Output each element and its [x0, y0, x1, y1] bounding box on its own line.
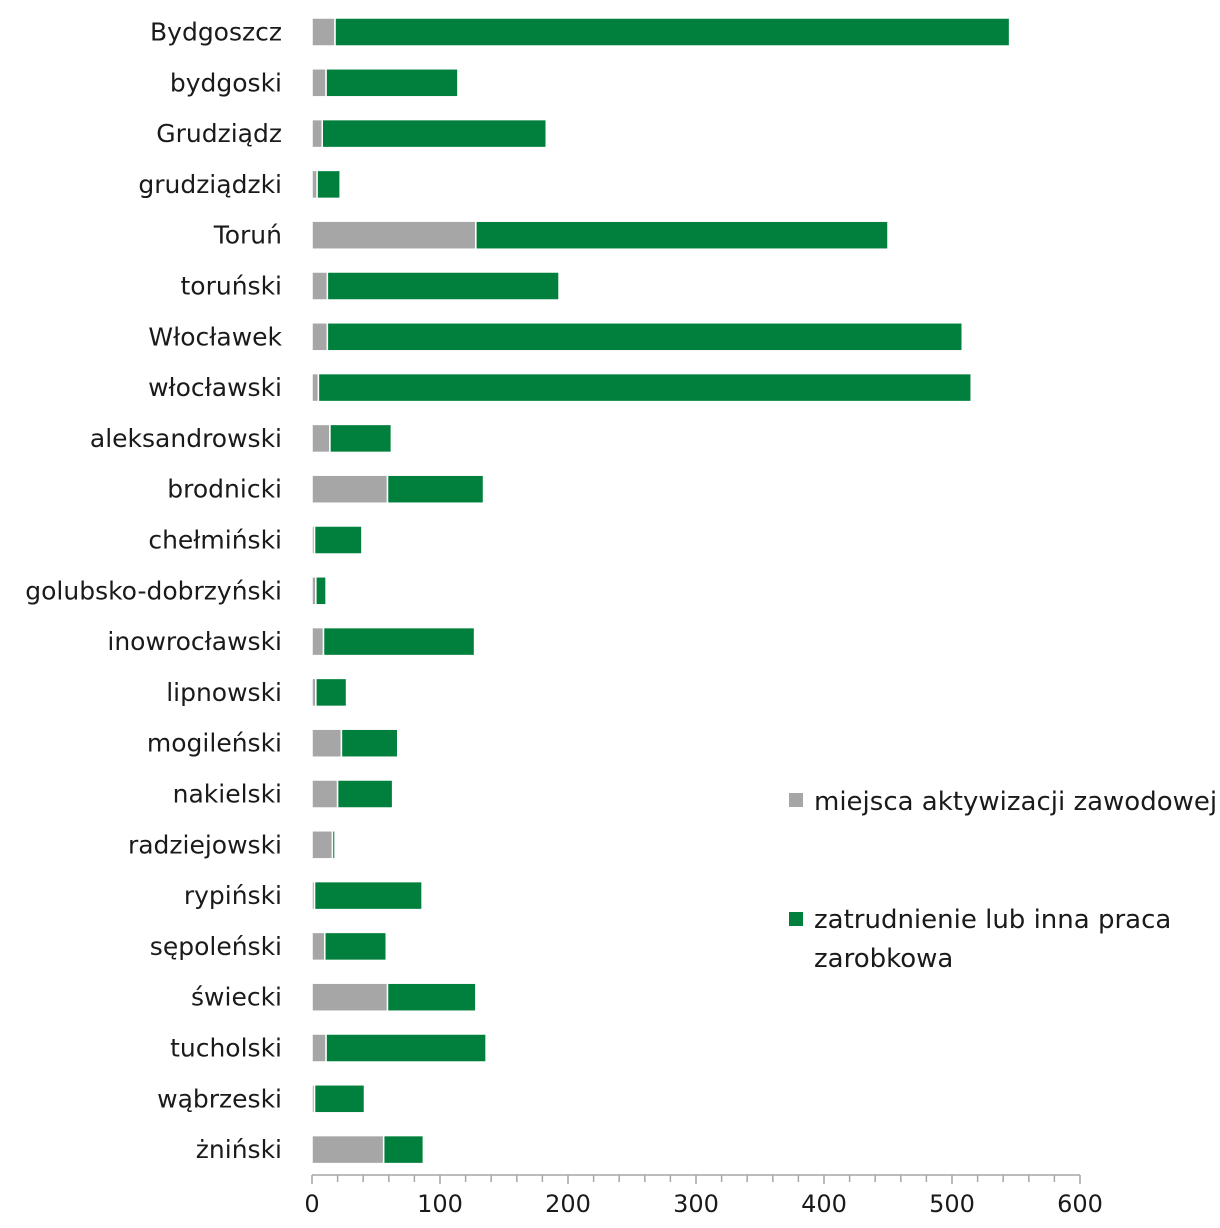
bar-segment-zatrudnienie — [324, 931, 387, 962]
bar-segment-miejsca-aktywizacji — [311, 423, 331, 454]
category-label: bydgoski — [170, 68, 282, 97]
x-tick-label: 400 — [801, 1190, 847, 1218]
category-label: radziejowski — [128, 830, 282, 859]
x-tick-label: 0 — [304, 1190, 319, 1218]
category-label: Bydgoszcz — [150, 18, 282, 47]
category-label: lipnowski — [166, 678, 282, 707]
legend-swatch-zatrudnienie — [789, 912, 803, 926]
category-label: aleksandrowski — [90, 424, 282, 453]
category-label: mogileński — [147, 729, 282, 758]
bar-segment-miejsca-aktywizacji — [311, 118, 323, 149]
legend-label-miejsca-aktywizacji: miejsca aktywizacji zawodowej — [814, 787, 1217, 817]
bar-segment-miejsca-aktywizacji — [311, 626, 325, 657]
bar-segment-zatrudnienie — [316, 169, 341, 200]
bar-segment-miejsca-aktywizacji — [311, 68, 327, 98]
bar-segment-zatrudnienie — [331, 830, 336, 860]
bar-segment-zatrudnienie — [329, 423, 393, 454]
bar-segment-miejsca-aktywizacji — [311, 830, 334, 860]
bar-segment-zatrudnienie — [315, 576, 327, 606]
bar-segment-zatrudnienie — [322, 626, 476, 657]
legend: miejsca aktywizacji zawodowej zatrudnieni… — [789, 787, 1217, 974]
bar-segment-zatrudnienie — [313, 525, 363, 555]
category-label: toruński — [180, 272, 282, 301]
bar-segment-zatrudnienie — [340, 728, 399, 758]
bar-segment-zatrudnienie — [382, 1134, 425, 1165]
category-label: golubsko-dobrzyński — [25, 576, 282, 605]
bar-segment-miejsca-aktywizacji — [311, 474, 389, 504]
bars-group — [311, 17, 1011, 1165]
bar-segment-zatrudnienie — [313, 880, 423, 911]
bar-segment-miejsca-aktywizacji — [311, 169, 318, 200]
bar-segment-miejsca-aktywizacji — [311, 220, 477, 250]
bar-segment-zatrudnienie — [317, 372, 972, 403]
bar-segment-zatrudnienie — [325, 68, 459, 98]
category-label: żniński — [196, 1135, 282, 1164]
bar-segment-zatrudnienie — [334, 17, 1011, 47]
x-tick-label: 300 — [673, 1190, 719, 1218]
bar-segment-zatrudnienie — [475, 220, 889, 250]
category-label: wąbrzeski — [157, 1084, 282, 1113]
bar-segment-miejsca-aktywizacji — [311, 779, 339, 809]
category-label: Grudziądz — [156, 119, 282, 148]
category-label: brodnicki — [167, 475, 282, 504]
category-label: świecki — [191, 983, 282, 1012]
bar-segment-miejsca-aktywizacji — [311, 1134, 385, 1165]
bar-segment-miejsca-aktywizacji — [311, 1033, 327, 1063]
bar-segment-zatrudnienie — [386, 474, 485, 504]
bar-segment-zatrudnienie — [326, 271, 560, 301]
bar-segment-miejsca-aktywizacji — [311, 931, 326, 962]
bar-segment-miejsca-aktywizacji — [311, 17, 336, 47]
x-axis: 0 100 200 300 400 500 600 — [304, 1174, 1103, 1218]
category-label: Włocławek — [148, 322, 282, 351]
bar-segment-zatrudnienie — [326, 322, 963, 352]
category-label: rypiński — [184, 881, 282, 910]
x-tick-label: 200 — [545, 1190, 591, 1218]
bar-segment-zatrudnienie — [321, 118, 547, 149]
x-tick-label: 100 — [417, 1190, 463, 1218]
category-label: grudziądzki — [138, 170, 282, 199]
bar-segment-zatrudnienie — [325, 1033, 487, 1063]
bar-segment-zatrudnienie — [386, 982, 477, 1012]
legend-label-zatrudnienie: zatrudnienie lub inna praca zarobkowa — [814, 905, 1171, 974]
category-label: nakielski — [173, 780, 282, 809]
bar-segment-zatrudnienie — [313, 1084, 366, 1114]
category-label: tucholski — [170, 1034, 282, 1063]
category-label: włocławski — [148, 373, 282, 402]
category-labels: Bydgoszcz bydgoski Grudziądz grudziądzki Tor… — [25, 18, 282, 1165]
bar-segment-zatrudnienie — [315, 677, 348, 708]
category-label: inowrocławski — [107, 627, 282, 656]
x-tick-label: 600 — [1057, 1190, 1103, 1218]
bar-segment-miejsca-aktywizacji — [311, 271, 329, 301]
category-label: sępoleński — [150, 932, 282, 961]
legend-swatch-miejsca-aktywizacji — [789, 793, 803, 807]
x-tick-label: 500 — [929, 1190, 975, 1218]
bar-segment-zatrudnienie — [336, 779, 394, 809]
bar-segment-miejsca-aktywizacji — [311, 322, 329, 352]
category-label: chełmiński — [148, 526, 282, 555]
bar-segment-miejsca-aktywizacji — [311, 728, 343, 758]
bar-segment-miejsca-aktywizacji — [311, 372, 320, 403]
category-label: Toruń — [213, 221, 282, 250]
bar-segment-miejsca-aktywizacji — [311, 982, 389, 1012]
